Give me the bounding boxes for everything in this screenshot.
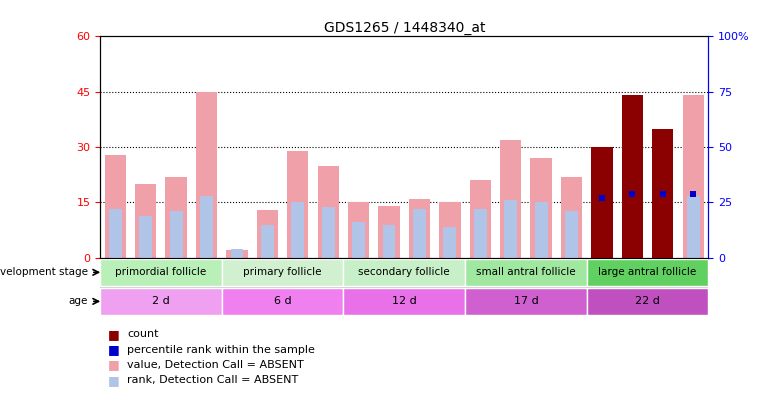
Text: rank, Detection Call = ABSENT: rank, Detection Call = ABSENT (127, 375, 298, 385)
Bar (561, 177, 582, 258)
Bar (474, 209, 487, 258)
Text: development stage: development stage (0, 267, 88, 277)
Bar (105, 154, 126, 258)
Bar (652, 129, 674, 258)
Bar (444, 227, 457, 258)
Bar (378, 206, 400, 258)
Text: value, Detection Call = ABSENT: value, Detection Call = ABSENT (127, 360, 304, 370)
Bar (352, 222, 365, 258)
Text: ■: ■ (108, 358, 119, 371)
Bar (317, 166, 339, 258)
Title: GDS1265 / 1448340_at: GDS1265 / 1448340_at (323, 21, 485, 35)
Text: 12 d: 12 d (392, 296, 417, 306)
Bar (287, 151, 309, 258)
Bar (500, 140, 521, 258)
Bar (343, 288, 465, 315)
Text: 22 d: 22 d (635, 296, 660, 306)
Bar (100, 288, 222, 315)
Bar (256, 210, 278, 258)
Bar (348, 202, 370, 258)
Bar (534, 202, 547, 258)
Bar (413, 209, 426, 258)
Bar (591, 147, 613, 258)
Bar (531, 158, 552, 258)
Bar (652, 129, 674, 258)
Bar (383, 225, 396, 258)
Text: primary follicle: primary follicle (243, 267, 322, 277)
Bar (682, 96, 704, 258)
Bar (100, 259, 222, 286)
Text: 17 d: 17 d (514, 296, 538, 306)
Bar (200, 196, 213, 258)
Text: ■: ■ (108, 343, 119, 356)
Bar (322, 207, 335, 258)
Text: small antral follicle: small antral follicle (476, 267, 576, 277)
Text: secondary follicle: secondary follicle (359, 267, 450, 277)
Bar (470, 180, 491, 258)
Bar (261, 225, 274, 258)
Bar (109, 209, 122, 258)
Bar (230, 249, 243, 258)
Text: percentile rank within the sample: percentile rank within the sample (127, 345, 315, 354)
Bar (226, 250, 248, 258)
Bar (169, 211, 182, 258)
Bar (409, 199, 430, 258)
Bar (587, 288, 708, 315)
Text: 6 d: 6 d (274, 296, 291, 306)
Bar (222, 288, 343, 315)
Text: large antral follicle: large antral follicle (598, 267, 697, 277)
Text: ■: ■ (108, 374, 119, 387)
Bar (465, 259, 587, 286)
Bar (439, 202, 460, 258)
Bar (291, 202, 304, 258)
Bar (139, 216, 152, 258)
Text: primordial follicle: primordial follicle (116, 267, 206, 277)
Text: ■: ■ (108, 328, 119, 341)
Text: 2 d: 2 d (152, 296, 170, 306)
Text: count: count (127, 329, 159, 339)
Bar (621, 96, 643, 258)
Bar (504, 200, 517, 258)
Bar (196, 92, 217, 258)
Text: age: age (69, 296, 88, 306)
Bar (166, 177, 187, 258)
Bar (343, 259, 465, 286)
Bar (222, 259, 343, 286)
Bar (687, 196, 700, 258)
Bar (135, 184, 156, 258)
Bar (656, 196, 669, 258)
Bar (465, 288, 587, 315)
Bar (587, 259, 708, 286)
Bar (565, 211, 578, 258)
